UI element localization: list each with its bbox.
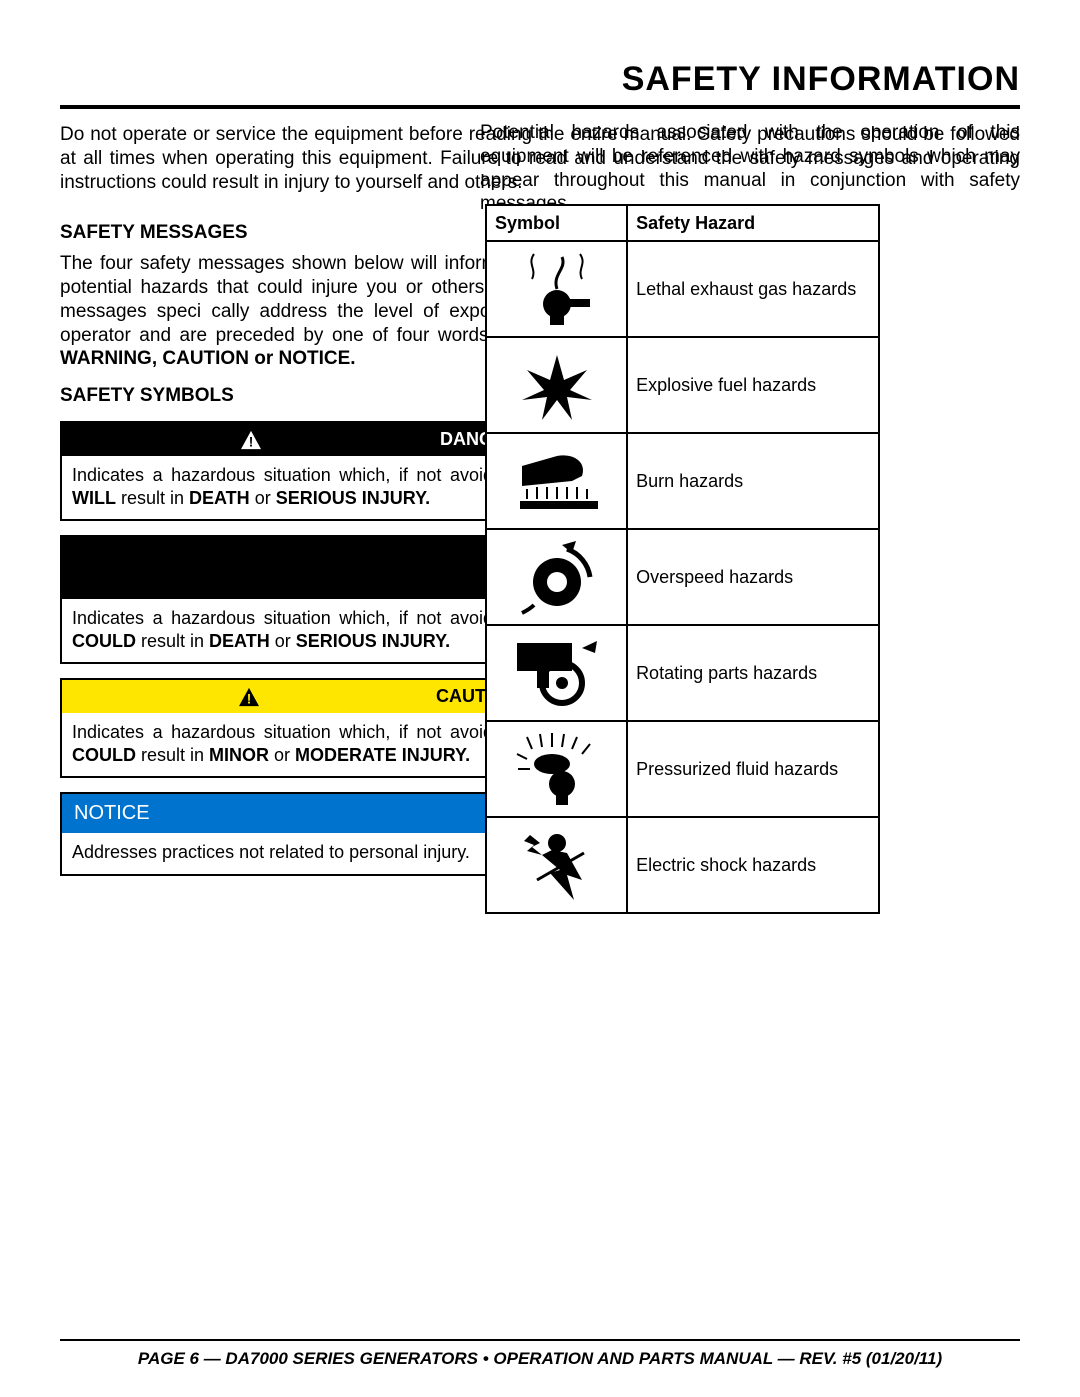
overspeed-icon (486, 529, 627, 625)
rotating-parts-icon (486, 625, 627, 721)
warning-triangle-icon: ! (238, 687, 260, 707)
rule-top (60, 105, 1020, 109)
exhaust-icon (486, 241, 627, 337)
page: SAFETY INFORMATION Do not operate or ser… (0, 0, 1080, 1397)
hazard-text: Pressurized fluid hazards (627, 721, 879, 817)
second-intro-paragraph: Potential hazards associated with the op… (480, 121, 1020, 216)
hazard-text: Lethal exhaust gas hazards (627, 241, 879, 337)
notice-header: NOTICE (62, 794, 528, 833)
explosion-icon (486, 337, 627, 433)
warning-header (62, 537, 528, 599)
caution-body: Indicates a hazardous situation which, i… (62, 713, 528, 776)
danger-header: ! DANGER (62, 423, 528, 456)
table-row: Burn hazards (486, 433, 879, 529)
notice-label: NOTICE (74, 802, 150, 825)
warning-triangle-icon: ! (240, 430, 262, 450)
burn-icon (486, 433, 627, 529)
section-title: SAFETY INFORMATION (60, 60, 1020, 99)
hazard-text: Burn hazards (627, 433, 879, 529)
warning-box: Indicates a hazardous situation which, i… (60, 535, 530, 664)
notice-box: NOTICE Addresses practices not related t… (60, 792, 530, 876)
col-symbol: Symbol (486, 205, 627, 241)
table-row: Lethal exhaust gas hazards (486, 241, 879, 337)
danger-box: ! DANGER Indicates a hazardous situation… (60, 421, 530, 521)
danger-body: Indicates a hazardous situation which, i… (62, 456, 528, 519)
warning-body: Indicates a hazardous situation which, i… (62, 599, 528, 662)
table-row: Overspeed hazards (486, 529, 879, 625)
electric-shock-icon (486, 817, 627, 913)
pressurized-fluid-icon (486, 721, 627, 817)
table-row: Pressurized fluid hazards (486, 721, 879, 817)
page-footer: PAGE 6 — DA7000 SERIES GENERATORS • OPER… (60, 1349, 1020, 1369)
caution-header: ! CAUTION (62, 680, 528, 713)
rule-bottom (60, 1339, 1020, 1341)
table-header-row: Symbol Safety Hazard (486, 205, 879, 241)
hazard-text: Overspeed hazards (627, 529, 879, 625)
col-hazard: Safety Hazard (627, 205, 879, 241)
table-row: Rotating parts hazards (486, 625, 879, 721)
hazard-text: Electric shock hazards (627, 817, 879, 913)
table-row: Explosive fuel hazards (486, 337, 879, 433)
svg-text:!: ! (249, 434, 254, 449)
table-row: Electric shock hazards (486, 817, 879, 913)
caution-box: ! CAUTION Indicates a hazardous situatio… (60, 678, 530, 778)
svg-text:!: ! (247, 691, 252, 706)
notice-body: Addresses practices not related to perso… (62, 833, 528, 874)
hazard-table: Symbol Safety Hazard Lethal exhaust gas … (485, 204, 880, 914)
hazard-text: Rotating parts hazards (627, 625, 879, 721)
hazard-text: Explosive fuel hazards (627, 337, 879, 433)
